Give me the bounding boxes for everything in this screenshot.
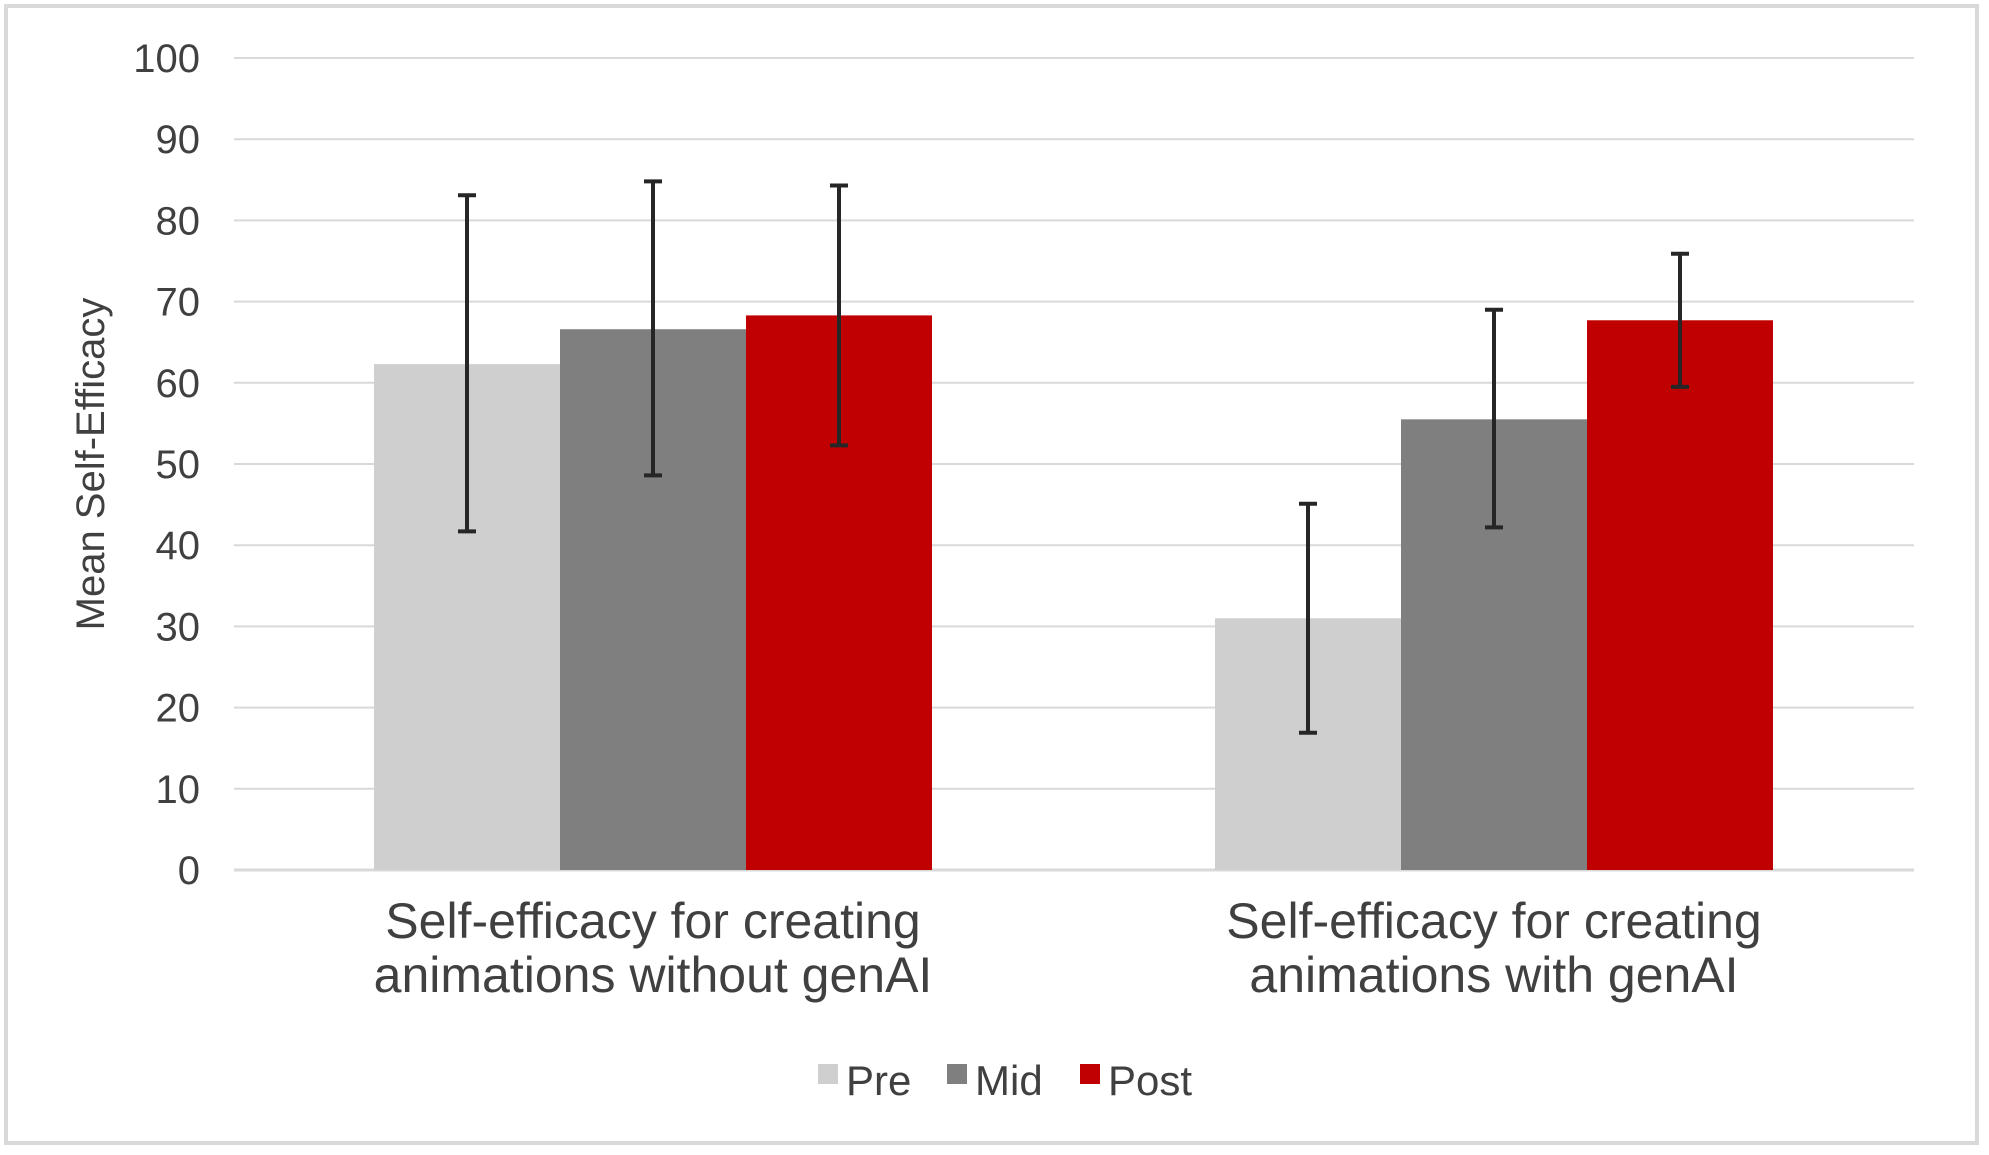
- legend-item-post: Post: [1080, 1057, 1192, 1104]
- error-bar-pre-1: [458, 193, 476, 534]
- bars: [374, 315, 1773, 870]
- legend-label: Post: [1108, 1057, 1192, 1104]
- error-bar-mid-2: [1485, 307, 1503, 530]
- legend-item-mid: Mid: [947, 1057, 1043, 1104]
- category-labels: Self-efficacy for creating animations wit…: [374, 893, 1762, 1003]
- y-tick-label: 50: [156, 443, 201, 487]
- bar-post-2: [1587, 320, 1773, 870]
- y-tick-label: 100: [133, 37, 200, 81]
- error-bar-post-2: [1671, 251, 1689, 389]
- legend-item-pre: Pre: [818, 1057, 911, 1104]
- y-tick-label: 0: [178, 849, 200, 893]
- category-label-1: Self-efficacy for creating animations wit…: [374, 893, 933, 1003]
- y-tick-label: 60: [156, 362, 201, 406]
- legend-swatch: [1080, 1064, 1100, 1084]
- error-bar-post-1: [830, 183, 848, 448]
- y-tick-label: 30: [156, 605, 201, 649]
- bar-chart: 0 10 20 30 40 50 60 70 80 90 100 Self-efficacy for…: [69, 37, 1914, 1104]
- legend-swatch: [818, 1064, 838, 1084]
- y-tick-label: 40: [156, 524, 201, 568]
- legend-label: Mid: [975, 1057, 1043, 1104]
- legend-swatch: [947, 1064, 967, 1084]
- y-tick-label: 10: [156, 768, 201, 812]
- y-tick-label: 90: [156, 118, 201, 162]
- y-tick-label: 80: [156, 199, 201, 243]
- error-bar-mid-1: [644, 179, 662, 478]
- error-bar-pre-2: [1299, 501, 1317, 735]
- y-tick-label: 20: [156, 687, 201, 731]
- y-tick-labels: 0 10 20 30 40 50 60 70 80 90 100: [133, 37, 200, 893]
- legend-label: Pre: [846, 1057, 911, 1104]
- chart-frame: 0 10 20 30 40 50 60 70 80 90 100 Self-efficacy for…: [4, 4, 1979, 1145]
- y-axis-title: Mean Self-Efficacy: [69, 298, 113, 631]
- error-bars: [458, 179, 1689, 735]
- y-tick-label: 70: [156, 281, 201, 325]
- legend: Pre Mid Post: [818, 1057, 1192, 1104]
- category-label-2: Self-efficacy for creating animations wit…: [1226, 893, 1761, 1003]
